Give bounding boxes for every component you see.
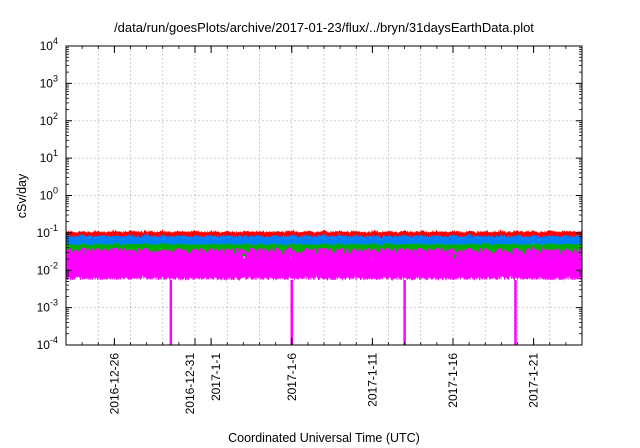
y-tick-label: 10-1 — [37, 223, 58, 240]
ticks — [66, 45, 582, 346]
y-tick-label: 100 — [40, 186, 58, 203]
y-tick-label: 10-2 — [37, 260, 58, 277]
y-tick-label: 103 — [40, 73, 58, 90]
y-tick-label: 10-4 — [37, 335, 58, 352]
y-tick-labels: 10-4 10-3 10-2 10-1 100 101 102 103 104 — [37, 36, 58, 352]
x-tick-label: 2016-12-31 — [183, 353, 197, 415]
x-tick-label: 2016-12-26 — [107, 353, 121, 415]
series-band — [65, 246, 583, 282]
x-tick-label: 2017-1-6 — [285, 353, 299, 401]
y-axis-label: cSv/day — [15, 173, 29, 218]
y-tick-label: 10-3 — [37, 298, 58, 315]
y-tick-label: 104 — [40, 36, 58, 53]
x-tick-label: 2017-1-16 — [446, 353, 460, 408]
y-tick-label: 101 — [40, 148, 58, 165]
x-axis-label: Coordinated Universal Time (UTC) — [228, 431, 420, 445]
x-tick-label: 2017-1-1 — [209, 353, 223, 401]
x-tick-label: 2017-1-11 — [365, 353, 379, 407]
x-tick-labels: 2016-12-26 2016-12-31 2017-1-1 2017-1-6 2017… — [107, 353, 540, 415]
chart-title: /data/run/goesPlots/archive/2017-01-23/f… — [114, 20, 534, 35]
y-tick-label: 102 — [40, 111, 58, 128]
series-group — [65, 228, 583, 345]
x-tick-label: 2017-1-21 — [527, 353, 541, 408]
